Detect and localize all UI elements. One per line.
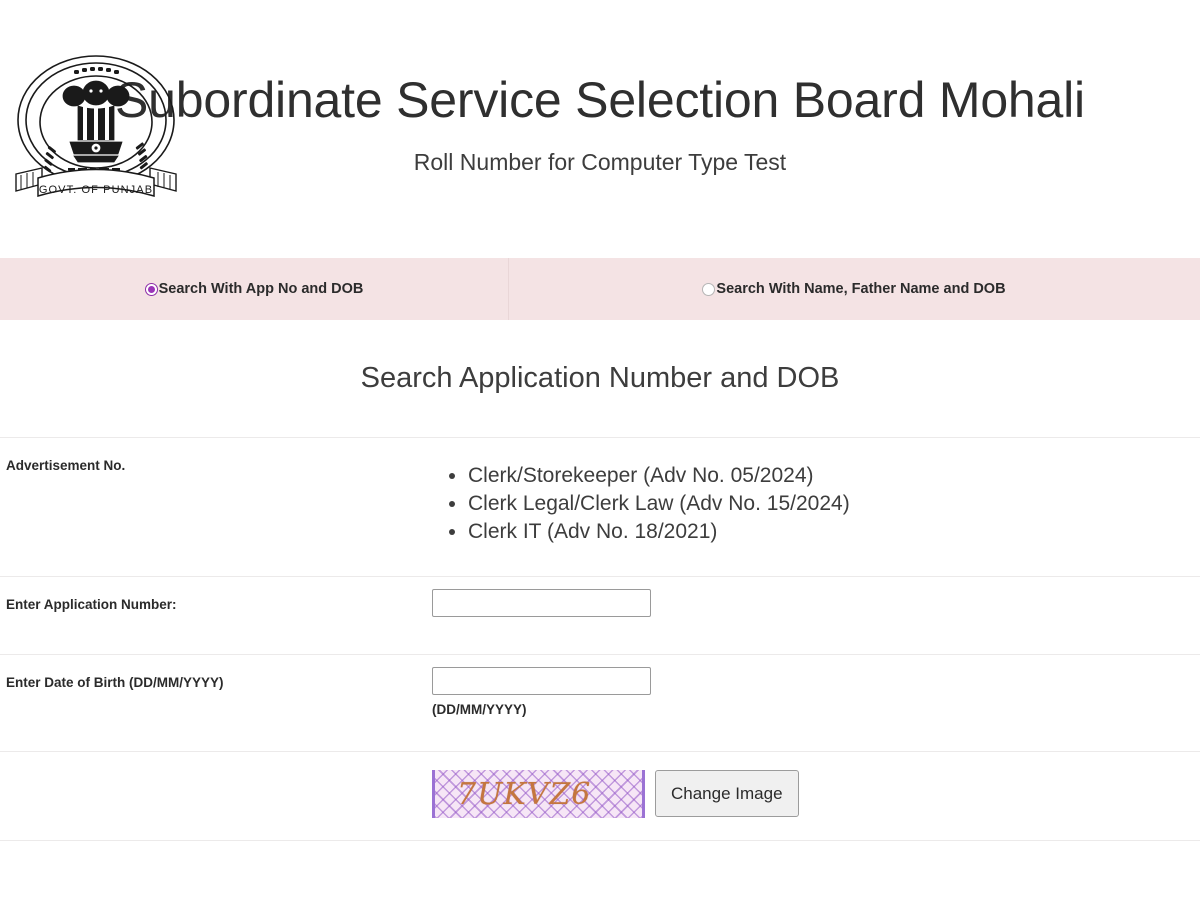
captcha-label-spacer [0, 752, 432, 840]
radio-option-name-father-dob[interactable]: Search With Name, Father Name and DOB [702, 281, 1006, 297]
search-mode-cell-app-no: Search With App No and DOB [0, 258, 508, 320]
list-item: Clerk IT (Adv No. 18/2021) [468, 518, 1200, 546]
date-of-birth-label: Enter Date of Birth (DD/MM/YYYY) [6, 675, 224, 690]
date-of-birth-input[interactable] [432, 667, 651, 695]
application-number-input[interactable] [432, 589, 651, 617]
search-mode-bar: Search With App No and DOB Search With N… [0, 258, 1200, 320]
list-item: Clerk Legal/Clerk Law (Adv No. 15/2024) [468, 490, 1200, 518]
application-number-label: Enter Application Number: [6, 597, 177, 612]
search-mode-cell-name: Search With Name, Father Name and DOB [508, 258, 1200, 320]
form-row-captcha: 7UKVZ6 Change Image [0, 751, 1200, 841]
advertisement-list: Clerk/Storekeeper (Adv No. 05/2024) Cler… [432, 450, 1200, 546]
page-header: GOVT. OF PUNJAB Subordinate Service Sele… [0, 0, 1200, 258]
radio-option-app-no-dob[interactable]: Search With App No and DOB [144, 281, 364, 297]
captcha-group: 7UKVZ6 Change Image [432, 764, 1200, 818]
radio-label-name-father-dob: Search With Name, Father Name and DOB [716, 281, 1006, 297]
captcha-image: 7UKVZ6 [432, 770, 645, 818]
form-row-application-number: Enter Application Number: [0, 576, 1200, 654]
captcha-field-wrap: 7UKVZ6 Change Image [432, 752, 1200, 840]
captcha-text: 7UKVZ6 [457, 776, 592, 812]
page-title: Subordinate Service Selection Board Moha… [115, 72, 1085, 128]
emblem-ribbon-text: GOVT. OF PUNJAB [39, 184, 153, 196]
search-form: Advertisement No. Clerk/Storekeeper (Adv… [0, 437, 1200, 841]
application-number-field-wrap [432, 577, 1200, 654]
radio-button-name-father-dob[interactable] [702, 282, 716, 296]
date-of-birth-field-wrap: (DD/MM/YYYY) [432, 655, 1200, 751]
advertisement-label: Advertisement No. [6, 458, 126, 473]
section-heading: Search Application Number and DOB [360, 362, 840, 394]
header-title-group: Subordinate Service Selection Board Moha… [0, 0, 1200, 176]
form-row-date-of-birth: Enter Date of Birth (DD/MM/YYYY) (DD/MM/… [0, 654, 1200, 751]
radio-button-app-no-dob[interactable] [144, 282, 158, 296]
page-subtitle: Roll Number for Computer Type Test [413, 149, 787, 175]
list-item: Clerk/Storekeeper (Adv No. 05/2024) [468, 462, 1200, 490]
form-row-advertisement: Advertisement No. Clerk/Storekeeper (Adv… [0, 437, 1200, 576]
radio-label-app-no-dob: Search With App No and DOB [158, 281, 364, 297]
advertisement-value: Clerk/Storekeeper (Adv No. 05/2024) Cler… [432, 438, 1200, 576]
change-image-button[interactable]: Change Image [655, 770, 799, 817]
punjab-government-emblem: GOVT. OF PUNJAB [8, 48, 184, 208]
date-format-hint: (DD/MM/YYYY) [432, 702, 527, 717]
